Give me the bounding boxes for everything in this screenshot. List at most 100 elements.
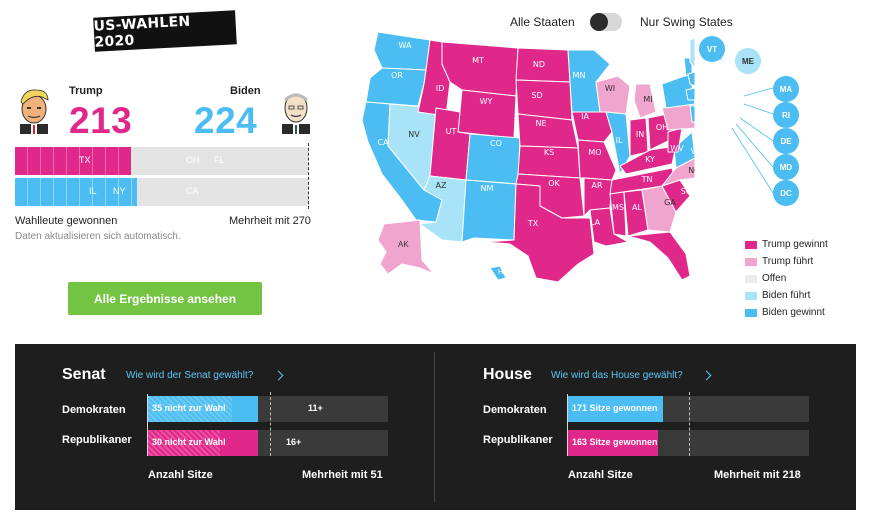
callout-md[interactable]: MD	[773, 154, 799, 180]
trump-bar-state-label: OH	[186, 155, 200, 165]
house-rep-won-label: 163 Sitze gewonnen	[572, 437, 658, 447]
legend-swatch	[745, 291, 757, 300]
state-label: MS	[612, 203, 624, 212]
house-rep-bar: 163 Sitze gewonnen	[568, 430, 809, 456]
house-majority-marker	[688, 392, 690, 456]
legend-swatch	[745, 308, 757, 317]
state-MT[interactable]	[441, 41, 519, 97]
state-label: KY	[645, 155, 655, 164]
legend-item: Trump führt	[745, 253, 828, 270]
state-GA[interactable]	[641, 185, 677, 233]
senate-rep-bar: 30 nicht zur Wahl 16+	[148, 430, 388, 456]
state-label: SD	[531, 91, 542, 100]
state-NH[interactable]	[687, 71, 695, 87]
state-TX[interactable]	[483, 183, 595, 283]
state-AK[interactable]	[377, 219, 435, 275]
auto-update-note: Daten aktualisieren sich automatisch.	[15, 231, 181, 242]
state-label: CO	[490, 139, 502, 148]
state-FL[interactable]	[627, 231, 691, 281]
senate-dem-label: Demokraten	[62, 404, 126, 416]
state-label: NM	[481, 184, 494, 193]
state-label: SC	[681, 187, 692, 196]
callout-dc[interactable]: DC	[773, 180, 799, 206]
swing-states-toggle[interactable]	[590, 13, 622, 31]
state-VA[interactable]	[673, 131, 695, 169]
electoral-footer-label: Wahlleute gewonnen	[15, 215, 118, 227]
trump-electoral-bar: TX OH FL	[15, 147, 308, 175]
banner-title: US-WAHLEN 2020	[93, 13, 191, 51]
state-CT[interactable]	[685, 87, 695, 101]
legend-label: Biden führt	[762, 290, 811, 301]
state-IA[interactable]	[571, 111, 613, 143]
state-LA[interactable]	[589, 207, 629, 247]
state-label: OR	[391, 71, 403, 80]
callout-ma[interactable]: MA	[773, 76, 799, 102]
panel-divider	[434, 352, 435, 502]
state-label: CA	[377, 138, 389, 147]
biden-bar-state-label: IL	[89, 186, 97, 196]
state-label: MI	[643, 95, 652, 104]
all-results-button[interactable]: Alle Ergebnisse ansehen	[68, 282, 262, 315]
house-majority-label: Mehrheit mit 218	[714, 469, 801, 481]
house-dem-won-label: 171 Sitze gewonnen	[572, 403, 658, 413]
state-label: AR	[591, 181, 602, 190]
state-SD[interactable]	[515, 79, 573, 121]
state-label: WI	[605, 84, 615, 93]
senate-rep-label: Republikaner	[62, 434, 132, 446]
state-label: TX	[527, 219, 539, 228]
congress-panel	[15, 344, 856, 510]
callout-ri[interactable]: RI	[773, 102, 799, 128]
legend-swatch	[745, 274, 757, 283]
state-label-NH: NH	[734, 77, 746, 86]
state-label: VA	[691, 147, 695, 156]
house-dem-won-fill	[568, 396, 663, 422]
state-label-NJ: NJ	[718, 112, 728, 121]
trump-electoral-fill	[15, 147, 131, 175]
trump-name: Trump	[69, 85, 103, 97]
state-label: IA	[581, 112, 589, 121]
callout-vt[interactable]: VT	[699, 36, 725, 62]
state-MS[interactable]	[609, 191, 627, 237]
state-WA[interactable]	[373, 31, 431, 71]
biden-name: Biden	[230, 85, 261, 97]
state-label: MO	[588, 148, 601, 157]
state-label: TN	[641, 175, 653, 184]
biden-electoral-votes: 224	[194, 100, 258, 141]
callout-de[interactable]: DE	[773, 128, 799, 154]
state-WI[interactable]	[595, 75, 631, 115]
callout-me[interactable]: ME	[735, 48, 761, 74]
house-axis-label: Anzahl Sitze	[568, 469, 633, 481]
biden-bar-state-label: CA	[186, 186, 199, 196]
senate-info-link[interactable]: Wie wird der Senat gewählt?	[126, 370, 254, 381]
state-NY[interactable]	[661, 73, 695, 109]
trump-electoral-votes: 213	[69, 100, 133, 141]
biden-electoral-fill	[15, 178, 137, 206]
state-label: FL	[684, 246, 694, 255]
state-ME[interactable]	[689, 37, 695, 69]
state-HI[interactable]	[489, 265, 507, 281]
house-dem-bar: 171 Sitze gewonnen	[568, 396, 809, 422]
house-info-link[interactable]: Wie wird das House gewählt?	[551, 370, 683, 381]
state-label: WV	[670, 144, 684, 153]
state-label-CT: CT	[730, 97, 741, 106]
us-election-map: WA OR CA NV ID MT WY UT AZ CO NM ND SD N…	[361, 31, 695, 283]
senate-rep-won-fill	[220, 430, 259, 456]
senate-majority-marker	[270, 392, 272, 456]
state-NJ[interactable]	[689, 105, 695, 123]
toggle-all-states-label[interactable]: Alle Staaten	[510, 15, 575, 29]
legend-swatch	[745, 240, 757, 249]
house-dem-label: Demokraten	[483, 404, 547, 416]
state-label: OH	[656, 123, 668, 132]
senate-dem-not-up-label: 35 nicht zur Wahl	[152, 403, 226, 413]
toggle-swing-states-label[interactable]: Nur Swing States	[640, 15, 733, 29]
state-MO[interactable]	[577, 139, 617, 181]
state-label: AZ	[436, 181, 447, 190]
state-label: GA	[664, 198, 676, 207]
senate-dem-not-up-fill	[148, 396, 232, 422]
state-label: NV	[408, 130, 420, 139]
electoral-majority-label: Mehrheit mit 270	[229, 215, 311, 227]
electoral-majority-marker	[308, 143, 309, 209]
state-MI[interactable]	[633, 83, 657, 119]
state-NM[interactable]	[461, 179, 517, 243]
state-KY[interactable]	[619, 145, 677, 175]
